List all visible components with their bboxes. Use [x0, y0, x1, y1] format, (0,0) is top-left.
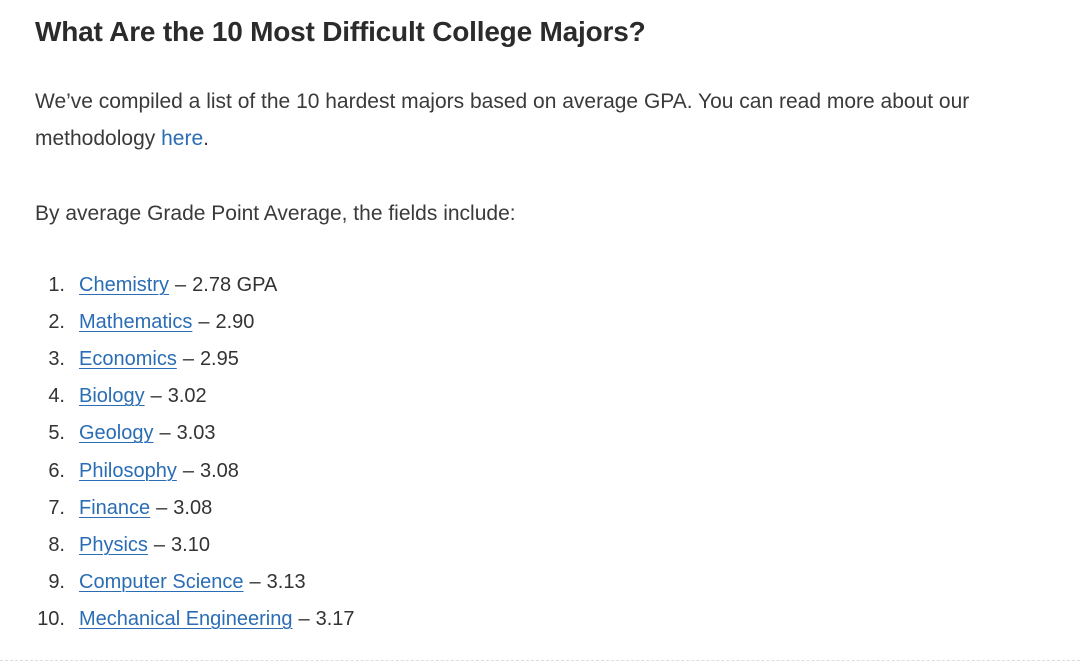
intro-paragraph: We’ve compiled a list of the 10 hardest … — [35, 83, 1065, 157]
separator: – — [182, 459, 194, 482]
major-link-philosophy[interactable]: Philosophy — [79, 459, 177, 482]
intro-text: We’ve compiled a list of the 10 hardest … — [35, 90, 970, 150]
intro-end: . — [203, 127, 209, 150]
list-item: 7. Finance –3.08 — [25, 490, 355, 527]
item-number: 3. — [48, 348, 65, 371]
gpa-value: 3.10 — [171, 533, 210, 556]
major-link-biology[interactable]: Biology — [79, 385, 145, 408]
separator: – — [198, 311, 210, 334]
gpa-value: 3.02 — [167, 385, 207, 408]
separator: – — [150, 385, 162, 408]
bottom-divider — [0, 660, 1080, 661]
gpa-value: 2.95 — [199, 348, 239, 371]
major-link-mechanical-engineering[interactable]: Mechanical Engineering — [79, 607, 293, 630]
separator: – — [156, 496, 168, 519]
separator: – — [298, 607, 310, 630]
major-link-chemistry[interactable]: Chemistry — [79, 274, 170, 297]
separator: – — [159, 422, 171, 445]
gpa-value: 3.13 — [266, 570, 306, 593]
major-link-finance[interactable]: Finance — [79, 496, 151, 519]
gpa-value: 2.90 — [215, 311, 255, 334]
list-item: 3. Economics –2.95 — [25, 341, 355, 378]
gpa-value: 3.08 — [199, 459, 239, 482]
gpa-value: 3.17 — [315, 607, 355, 630]
gpa-value: 3.03 — [176, 422, 216, 445]
item-number: 5. — [48, 422, 65, 445]
list-item: 2. Mathematics –2.90 — [25, 304, 355, 341]
item-number: 2. — [48, 311, 65, 334]
separator: – — [249, 570, 261, 593]
majors-list: 1. Chemistry –2.78 GPA 2. Mathematics –2.90 … — [25, 267, 355, 638]
item-number: 1. — [48, 274, 65, 297]
major-link-mathematics[interactable]: Mathematics — [79, 311, 193, 334]
article-title: What Are the 10 Most Difficult College M… — [35, 16, 646, 47]
separator: – — [182, 348, 194, 371]
gpa-value: 2.78 GPA — [192, 274, 278, 297]
list-item: 9. Computer Science –3.13 — [25, 564, 355, 601]
item-number: 8. — [48, 533, 65, 556]
item-number: 10. — [37, 607, 65, 630]
major-link-computer-science[interactable]: Computer Science — [79, 570, 244, 593]
major-link-geology[interactable]: Geology — [79, 422, 154, 445]
item-number: 4. — [48, 385, 65, 408]
methodology-link[interactable]: here — [161, 127, 204, 150]
list-item: 1. Chemistry –2.78 GPA — [25, 267, 355, 304]
list-item: 6. Philosophy –3.08 — [25, 452, 355, 489]
gpa-value: 3.08 — [173, 496, 213, 519]
list-item: 4. Biology –3.02 — [25, 378, 355, 415]
list-item: 8. Physics –3.10 — [25, 527, 355, 564]
separator: – — [153, 533, 166, 556]
item-number: 9. — [48, 570, 65, 593]
list-item: 5. Geology –3.03 — [25, 415, 355, 452]
list-item: 10. Mechanical Engineering –3.17 — [25, 601, 355, 638]
separator: – — [175, 274, 187, 297]
major-link-physics[interactable]: Physics — [79, 533, 148, 556]
list-lead: By average Grade Point Average, the fiel… — [35, 202, 516, 225]
item-number: 6. — [48, 459, 65, 482]
major-link-economics[interactable]: Economics — [79, 348, 177, 371]
item-number: 7. — [48, 496, 65, 519]
